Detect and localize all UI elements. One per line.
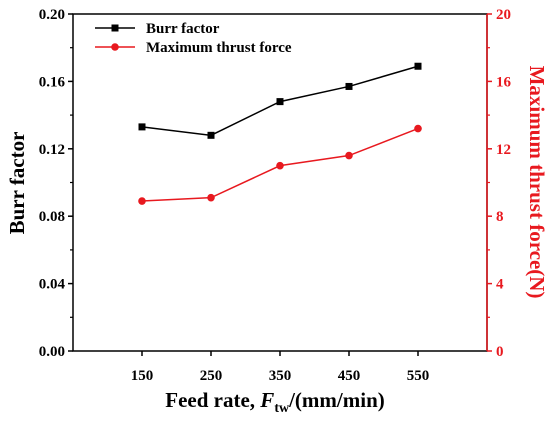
plot-frame: [72, 13, 488, 352]
x-axis-title-unit: /(mm/min): [288, 388, 385, 412]
point-burr-factor: [345, 82, 353, 90]
left-y-tick-label: 0.16: [39, 74, 66, 90]
legend-label-burr-factor: Burr factor: [146, 21, 220, 37]
x-tick-label: 150: [131, 368, 154, 384]
series-layer: [138, 62, 422, 205]
point-burr-factor: [207, 131, 215, 139]
left-y-tick-label: 0.00: [39, 344, 65, 360]
right-y-tick-label: 4: [496, 277, 504, 293]
legend-marker-burr-factor: [111, 24, 119, 32]
legend: Burr factor Maximum thrust force: [95, 21, 292, 56]
right-y-tick-label: 0: [496, 344, 504, 360]
x-axis-title-main: Feed rate,: [165, 388, 260, 412]
x-axis-ticks: 150 250 350 450 550: [131, 351, 430, 384]
point-burr-factor: [138, 123, 146, 131]
point-burr-factor: [276, 98, 284, 106]
left-y-tick-label: 0.04: [39, 277, 66, 293]
left-y-tick-label: 0.20: [39, 7, 65, 23]
point-maximum-thrust-force: [414, 124, 422, 133]
x-axis-title-variable: F: [259, 388, 274, 412]
left-y-axis-ticks: 0.00 0.04 0.08 0.12 0.16 0.20: [39, 7, 73, 360]
left-y-tick-label: 0.12: [39, 142, 65, 158]
x-tick-label: 250: [200, 368, 223, 384]
right-y-tick-label: 8: [496, 209, 504, 225]
left-y-tick-label: 0.08: [39, 209, 65, 225]
x-tick-label: 450: [338, 368, 361, 384]
x-axis-title-subscript: tw: [274, 401, 290, 416]
right-y-tick-label: 16: [496, 74, 512, 90]
point-maximum-thrust-force: [345, 151, 353, 160]
point-maximum-thrust-force: [207, 193, 215, 202]
x-tick-label: 550: [407, 368, 430, 384]
right-y-tick-label: 20: [496, 7, 511, 23]
right-y-tick-label: 12: [496, 142, 511, 158]
point-maximum-thrust-force: [138, 197, 146, 205]
legend-marker-max-thrust-force: [111, 43, 119, 51]
point-maximum-thrust-force: [276, 161, 284, 170]
y-axis-left-title: Burr factor: [5, 132, 29, 235]
x-axis-title: Feed rate, Ftw/(mm/min): [165, 388, 385, 416]
legend-label-max-thrust-force: Maximum thrust force: [146, 40, 292, 56]
x-tick-label: 350: [269, 368, 292, 384]
point-burr-factor: [414, 62, 422, 70]
y-axis-right-title: Maximum thrust force(N): [525, 66, 549, 299]
right-y-axis-ticks: 0 4 8 12 16 20: [487, 7, 512, 360]
